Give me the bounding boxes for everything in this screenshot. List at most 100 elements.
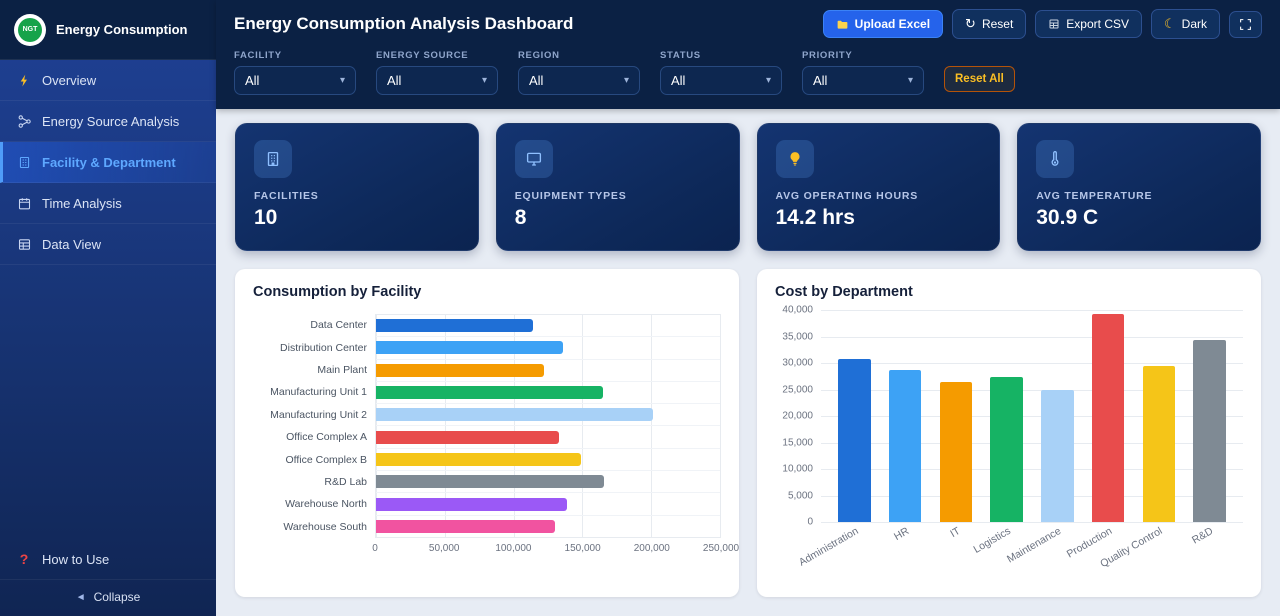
collapse-label: Collapse	[93, 590, 141, 604]
bar-row	[376, 336, 720, 358]
filter-label: ENERGY SOURCE	[376, 50, 469, 61]
spreadsheet-icon	[1048, 18, 1060, 30]
facility-select[interactable]: All ▾	[234, 66, 356, 95]
app-logo-text: NGT	[18, 17, 42, 42]
bar-hr[interactable]	[888, 370, 922, 522]
chevron-down-icon: ▾	[765, 75, 771, 86]
priority-select[interactable]: All ▾	[802, 66, 924, 95]
bar-logistics[interactable]	[990, 377, 1023, 522]
bulb-icon	[775, 140, 814, 178]
fullscreen-button[interactable]	[1229, 10, 1262, 38]
header: Energy Consumption Analysis Dashboard Up…	[216, 0, 1280, 109]
category-label: Manufacturing Unit 1	[270, 386, 367, 399]
bolt-icon	[16, 72, 32, 88]
hbar-chart: Data Center Distribution Center Main Plant…	[253, 314, 721, 538]
sidebar-item-data-view[interactable]: Data View	[0, 224, 216, 265]
bar-row	[376, 492, 720, 514]
charts-row: Consumption by Facility Data Center Distr…	[235, 269, 1261, 597]
x-tick-label: 0	[372, 543, 378, 554]
bar-row	[376, 380, 720, 403]
sidebar-item-label: Energy Source Analysis	[42, 113, 180, 129]
kpi-label: FACILITIES	[254, 190, 319, 202]
chevron-down-icon: ▾	[907, 75, 913, 86]
consumption-by-facility-chart: Consumption by Facility Data Center Distr…	[235, 269, 739, 597]
energy-source-select[interactable]: All ▾	[376, 66, 498, 95]
category-label: IT	[947, 525, 962, 541]
category-label: Manufacturing Unit 2	[270, 408, 367, 421]
collapse-button[interactable]: ◄ Collapse	[0, 580, 216, 616]
bar-maintenance[interactable]	[1041, 390, 1074, 522]
thermometer-icon	[1036, 140, 1075, 178]
bar-data-center[interactable]	[376, 319, 533, 333]
bar-office-complex-a[interactable]	[376, 430, 559, 444]
building-icon	[254, 140, 292, 178]
category-label: Office Complex A	[286, 431, 367, 444]
content: FACILITIES 10 EQUIPMENT TYPES 8	[216, 109, 1280, 616]
category-label: Warehouse South	[283, 520, 367, 533]
category-label: HR	[891, 525, 912, 543]
brand: NGT Energy Consumption	[0, 0, 216, 60]
bar-r-d[interactable]	[1193, 340, 1226, 522]
y-tick-label: 30,000	[782, 357, 813, 369]
reset-button[interactable]: ↻ Reset	[952, 9, 1027, 39]
bar-slot	[1184, 310, 1235, 522]
bar-quality-control[interactable]	[1142, 366, 1176, 522]
filter-label: STATUS	[660, 50, 701, 61]
chart-title: Cost by Department	[775, 284, 913, 300]
filter-region: REGION All ▾	[518, 50, 640, 95]
bar-warehouse-south[interactable]	[376, 519, 555, 533]
bar-slot	[829, 310, 880, 522]
x-label-slot: Administration	[797, 522, 880, 574]
bar-row	[376, 470, 720, 492]
bar-slot	[1032, 310, 1083, 522]
category-label: Office Complex B	[285, 453, 367, 466]
gridline	[821, 389, 1243, 391]
x-tick-label: 50,000	[428, 543, 460, 554]
sidebar-item-time-analysis[interactable]: Time Analysis	[0, 183, 216, 224]
y-tick-label: 20,000	[782, 410, 813, 422]
sidebar-item-overview[interactable]: Overview	[0, 60, 216, 101]
priority-select-value: All	[813, 73, 828, 88]
bar-warehouse-north[interactable]	[376, 497, 568, 511]
bar-row	[376, 514, 720, 537]
gridline	[720, 315, 721, 537]
sidebar-item-label: Overview	[42, 72, 97, 88]
gridline	[821, 495, 1243, 497]
region-select[interactable]: All ▾	[518, 66, 640, 95]
bar-it[interactable]	[939, 382, 973, 522]
kpi-value: 14.2 hrs	[775, 206, 855, 229]
collapse-arrow-icon: ◄	[75, 591, 86, 603]
y-tick-label: 5,000	[787, 490, 813, 501]
bar-r-d-lab[interactable]	[376, 475, 605, 489]
upload-excel-button[interactable]: Upload Excel	[822, 10, 944, 38]
bar-row	[376, 447, 720, 470]
how-to-use-item[interactable]: ? How to Use	[0, 539, 216, 580]
bar-main-plant[interactable]	[376, 363, 544, 377]
reset-all-button[interactable]: Reset All	[944, 66, 1015, 92]
bar-office-complex-b[interactable]	[376, 452, 582, 466]
hbar-plot	[375, 314, 721, 538]
kpi-value: 8	[514, 206, 527, 229]
bar-manufacturing-unit-1[interactable]	[376, 386, 604, 400]
sidebar-item-facility-department[interactable]: Facility & Department	[0, 142, 216, 183]
sidebar-footer: ? How to Use ◄ Collapse	[0, 539, 216, 616]
export-csv-button[interactable]: Export CSV	[1035, 10, 1142, 38]
chevron-down-icon: ▾	[339, 75, 345, 86]
bar-administration[interactable]	[838, 358, 871, 522]
chart-title: Consumption by Facility	[253, 284, 422, 300]
kpi-label: AVG TEMPERATURE	[1036, 190, 1153, 202]
filter-label: PRIORITY	[802, 50, 853, 61]
sidebar-item-energy-source-analysis[interactable]: Energy Source Analysis	[0, 101, 216, 142]
bar-row	[376, 425, 720, 447]
hbar-labels: Data Center Distribution Center Main Plant…	[253, 314, 375, 538]
bar-distribution-center[interactable]	[376, 341, 564, 355]
kpi-label: AVG OPERATING HOURS	[775, 190, 919, 202]
status-select[interactable]: All ▾	[660, 66, 782, 95]
brand-name: Energy Consumption	[56, 22, 188, 37]
kpi-avg-temperature: AVG TEMPERATURE 30.9 C	[1017, 123, 1261, 251]
dark-mode-button[interactable]: ☾ Dark	[1151, 9, 1220, 39]
category-label: Distribution Center	[280, 341, 367, 354]
bar-manufacturing-unit-2[interactable]	[376, 408, 653, 422]
filter-label: FACILITY	[234, 50, 282, 61]
bar-production[interactable]	[1091, 314, 1125, 522]
